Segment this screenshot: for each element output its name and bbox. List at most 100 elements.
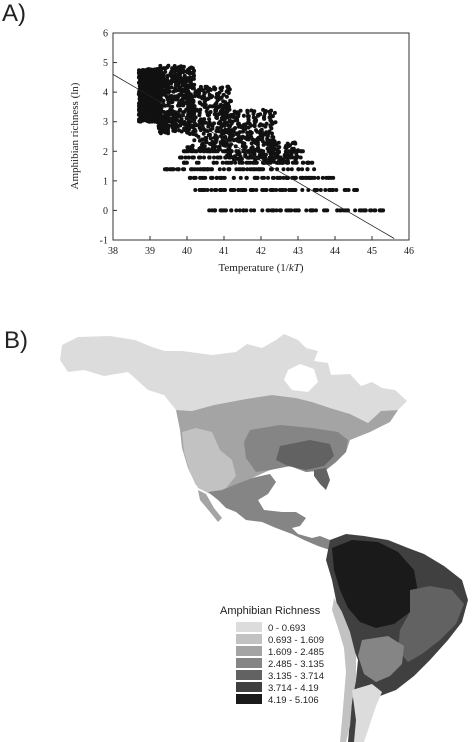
data-point (203, 136, 208, 140)
data-point (143, 68, 147, 73)
data-point (187, 97, 192, 102)
data-point (198, 155, 203, 160)
data-point (166, 131, 171, 136)
data-point (168, 71, 173, 76)
data-point (221, 99, 226, 104)
data-point (300, 160, 305, 165)
data-point (184, 160, 189, 165)
data-point (162, 77, 167, 82)
data-point (222, 129, 227, 134)
data-point (213, 106, 218, 111)
data-point (145, 88, 150, 93)
data-point (268, 123, 273, 128)
data-point (139, 81, 144, 86)
data-point (147, 116, 152, 121)
x-tick-label: 46 (404, 246, 414, 257)
data-point (139, 97, 144, 101)
data-point (179, 79, 184, 84)
data-point (211, 160, 216, 165)
data-point (141, 113, 146, 118)
x-tick-label: 42 (256, 246, 266, 257)
data-point (230, 155, 235, 160)
data-point (207, 121, 212, 126)
data-point (180, 97, 185, 102)
data-point (223, 155, 228, 160)
map-land (60, 334, 468, 742)
data-point (229, 149, 234, 154)
data-point (202, 91, 207, 95)
legend-label: 3.135 - 3.714 (268, 671, 324, 682)
data-point (249, 149, 254, 154)
data-point (178, 155, 182, 160)
data-point (142, 106, 147, 111)
data-point (176, 67, 181, 72)
data-point (144, 78, 149, 83)
data-point (212, 155, 216, 160)
data-point (256, 135, 261, 140)
data-point (178, 93, 183, 98)
data-point (246, 117, 251, 122)
data-point (161, 129, 166, 134)
data-point (214, 160, 219, 165)
panel-b-label: B) (4, 327, 28, 354)
data-point (198, 107, 203, 112)
data-point (138, 70, 143, 75)
data-point (222, 123, 227, 128)
data-point (233, 160, 238, 165)
data-point (174, 72, 179, 77)
data-point (186, 78, 191, 83)
data-point (266, 149, 271, 154)
y-tick-label: 0 (103, 206, 108, 217)
y-tick-label: 4 (103, 88, 108, 99)
map-southern-cone (352, 684, 382, 742)
data-point (252, 119, 257, 124)
data-point (245, 120, 250, 125)
data-point (225, 149, 229, 154)
data-point (216, 121, 221, 126)
y-tick-label: 5 (103, 58, 108, 69)
data-point (203, 120, 208, 125)
data-point (171, 122, 175, 127)
x-tick-label: 43 (293, 246, 303, 257)
data-point (256, 113, 260, 118)
data-point (166, 73, 170, 78)
data-point (262, 132, 267, 136)
data-point (156, 90, 161, 94)
data-point (242, 122, 246, 127)
data-point (255, 142, 260, 147)
data-point (142, 117, 147, 122)
data-point (256, 145, 261, 150)
data-point (219, 95, 224, 100)
data-point (174, 114, 179, 119)
data-point (198, 149, 203, 154)
data-point (196, 134, 201, 139)
legend-swatch (236, 622, 262, 632)
data-point (207, 155, 212, 160)
data-point (170, 125, 175, 130)
data-point (181, 64, 186, 69)
data-point (208, 110, 213, 114)
data-point (183, 82, 188, 87)
y-tick-label: -1 (100, 236, 108, 247)
data-point (231, 112, 236, 117)
data-point (231, 129, 236, 134)
data-point (241, 129, 245, 134)
legend-swatch (236, 658, 262, 668)
data-point (185, 93, 190, 98)
data-point (285, 152, 290, 157)
x-tick-label: 44 (330, 246, 340, 257)
data-point (239, 157, 244, 161)
data-point (169, 94, 174, 98)
data-point (151, 87, 155, 92)
data-point (207, 117, 212, 122)
data-point (257, 155, 262, 160)
data-point (226, 129, 231, 134)
data-point (213, 138, 218, 143)
data-point (245, 155, 250, 160)
data-point (152, 114, 157, 119)
data-point (174, 83, 179, 88)
data-point (159, 118, 164, 122)
